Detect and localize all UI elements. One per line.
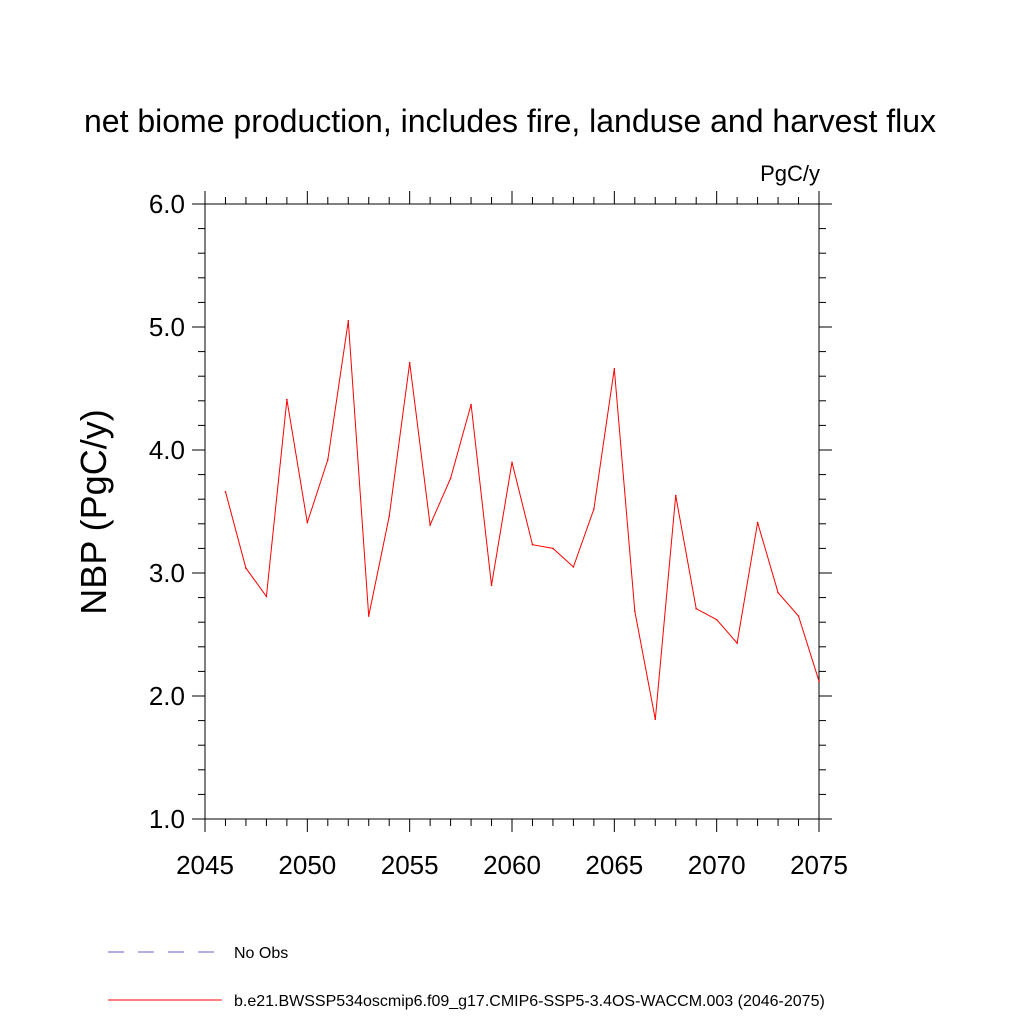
x-tick-label: 2060 <box>483 850 541 880</box>
data-point <box>674 494 677 497</box>
data-point <box>245 567 247 569</box>
x-tick-label: 2055 <box>381 850 439 880</box>
legend-label: b.e21.BWSSP534oscmip6.f09_g17.CMIP6-SSP5… <box>234 993 825 1010</box>
y-tick-label: 2.0 <box>149 681 185 711</box>
data-point <box>511 461 513 464</box>
x-tick-label: 2075 <box>790 850 848 880</box>
x-tick-label: 2050 <box>278 850 336 880</box>
x-tick-label: 2065 <box>585 850 643 880</box>
data-point <box>593 508 595 510</box>
data-point <box>777 591 779 594</box>
axis-tick-labels: 2045 2050 2055 2060 2065 2070 2075 1.0 2.0 3.0 4.0… <box>149 189 848 880</box>
data-point <box>224 491 227 493</box>
data-point <box>695 607 697 610</box>
plot-frame <box>204 203 820 820</box>
data-point <box>429 524 431 526</box>
x-tick-label: 2045 <box>176 850 234 880</box>
data-point <box>531 543 534 546</box>
data-point <box>818 680 820 683</box>
data-point <box>715 618 718 621</box>
data-point <box>552 547 554 550</box>
legend-label: No Obs <box>234 945 288 962</box>
data-point <box>634 610 636 612</box>
y-tick-label: 4.0 <box>149 435 185 465</box>
y-axis-label: NBP (PgC/y) <box>73 409 114 614</box>
data-point <box>265 595 268 598</box>
data-point <box>756 521 759 524</box>
data-point <box>327 459 329 461</box>
data-point <box>306 521 309 524</box>
x-tick-label: 2070 <box>688 850 746 880</box>
data-point <box>347 320 350 322</box>
data-point <box>736 642 738 644</box>
data-point <box>470 403 472 406</box>
units-label: PgC/y <box>760 161 820 186</box>
data-point <box>286 398 288 401</box>
series-line <box>225 320 820 720</box>
y-tick-label: 3.0 <box>149 558 185 588</box>
chart-title: net biome production, includes fire, lan… <box>84 103 936 139</box>
data-point <box>654 718 657 721</box>
data-point <box>388 515 391 518</box>
data-point <box>572 566 575 568</box>
y-tick-label: 1.0 <box>149 804 185 834</box>
data-point <box>613 368 616 370</box>
y-tick-label: 5.0 <box>149 312 185 342</box>
data-point <box>797 615 800 617</box>
axis-ticks <box>192 191 832 832</box>
data-point <box>408 361 411 364</box>
data-point <box>490 584 493 587</box>
data-point <box>367 615 370 617</box>
data-point <box>449 477 452 480</box>
legend: No Obs b.e21.BWSSP534oscmip6.f09_g17.CMIP… <box>108 945 825 1010</box>
y-tick-label: 6.0 <box>149 189 185 219</box>
series-lines <box>224 320 820 721</box>
